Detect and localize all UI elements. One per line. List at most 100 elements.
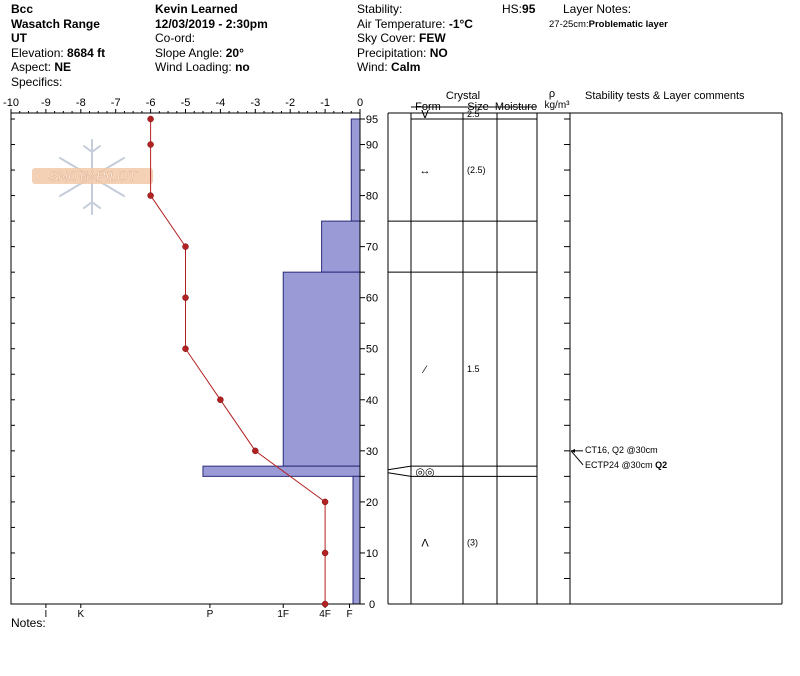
height-tick-label: 50 [366,344,378,356]
temp-tick-label: -3 [250,97,260,109]
wind-value: Calm [391,60,421,74]
temp-tick-label: -5 [181,97,191,109]
temp-tick-label: -1 [320,97,330,109]
height-tick-label: 60 [366,293,378,305]
crystal-form-symbol: Λ [421,538,429,550]
snowflake-icon: SNOW PILOT [32,139,153,215]
notes-label: Notes: [11,616,46,630]
air-temp-label: Air Temperature: [357,16,446,31]
density-symbol: ρ [549,88,555,100]
layer-notes-label: Layer Notes: [563,2,632,16]
crystal-form-symbol: ⁄ [421,364,428,376]
temperature-point [182,243,189,250]
layer-connector [387,465,412,471]
precip-value: NO [429,45,448,60]
hs-value: 95 [522,2,536,16]
aspect-value: NE [54,60,72,74]
hs-label: HS: [502,2,523,16]
height-tick-label: 20 [366,497,378,509]
hs-row: HS:95 [502,2,535,17]
hardness-profile [202,118,361,605]
layer-note-range: 27-25cm: [549,19,589,30]
hardness-bar [352,475,361,605]
coord-label: Co-ord: [155,31,196,45]
hardness-tick-label: 1F [277,609,289,620]
observer-name: Kevin Learned [155,2,238,16]
precip-label: Precipitation: [357,45,427,60]
height-tick-label: 80 [366,191,378,203]
height-tick-label: 30 [366,446,378,458]
test-text: ECTP24 @30cm [585,460,655,470]
temp-tick-label: -2 [285,97,295,109]
sky-label: Sky Cover: [357,31,416,45]
wind-row: Wind: Calm [357,60,473,75]
plot-border [10,112,361,605]
stability-test-result: CT16, Q2 @30cm [585,445,658,455]
layer-note-text: Problematic layer [588,19,668,30]
crystal-size: (3) [467,538,478,548]
height-tick-label: 10 [366,548,378,560]
temperature-point [252,447,259,455]
conditions-block: Stability: Air Temperature: -1°C Sky Cov… [357,2,473,75]
logo-text: SNOW PILOT [49,168,138,184]
slope-value: 20° [225,45,244,60]
location-name: Bcc [11,2,34,16]
elevation-value: 8684 ft [67,45,106,60]
temperature-point [182,294,189,301]
wind-loading-label: Wind Loading: [155,60,232,74]
range-name: Wasatch Range [11,16,100,31]
temp-tick-label: -9 [41,97,51,109]
test-pointer [570,450,584,466]
temperature-point [147,192,154,199]
hardness-tick-label: 4F [319,609,331,620]
sky-row: Sky Cover: FEW [357,31,473,46]
air-temp-value: -1°C [448,16,473,31]
temperature-point [147,115,154,123]
temp-tick-label: -7 [111,97,121,109]
height-tick-label: 90 [366,140,378,152]
crystal-header: Crystal [446,90,480,102]
temperature-axis: -10 -9 -8 -7 -6 -5 -4 -3 -2 -1 0 [3,97,363,113]
state-name: UT [11,31,27,45]
hardness-bar [202,465,361,477]
test-arrow-icon [571,448,575,453]
precip-row: Precipitation: NO [357,46,473,61]
temperature-point [321,498,329,506]
height-tick-label: 0 [369,599,375,611]
temp-tick-label: -8 [76,97,86,109]
hardness-tick-label: K [77,609,84,620]
stability-test-result: ECTP24 @30cm Q2 [585,460,667,470]
temp-tick-label: -10 [3,97,19,109]
elevation-row: Elevation: 8684 ft [11,46,105,61]
wind-loading-value: no [235,60,250,74]
layer-size: 2.5 [467,109,480,119]
density-unit: kg/m³ [545,100,571,111]
layer-connector [387,472,412,477]
stability-tests: CT16, Q2 @30cm ECTP24 @30cm Q2 [570,445,667,470]
specifics-label: Specifics: [11,74,63,89]
crystal-form-symbol: ↔ [420,165,431,177]
crystal-size: (2.5) [467,165,486,175]
sky-value: FEW [419,31,446,45]
air-temp-row: Air Temperature: -1°C [357,17,473,32]
hardness-bar [321,220,361,273]
layer-note-row: 27-25cm:Problematic layer [549,18,668,33]
wind-label: Wind: [357,60,388,74]
hardness-tick-label: I [45,609,48,620]
temp-tick-label: -6 [146,97,156,109]
height-tick-label: 70 [366,242,378,254]
hardness-tick-label: P [207,609,214,620]
hardness-bar [282,271,361,467]
temperature-point [321,600,329,608]
temperature-profile [147,115,329,608]
crystal-size: 1.5 [467,364,480,374]
temp-tick-label: -4 [216,97,226,109]
crystal-form-symbol: ◎◎ [415,466,434,478]
temperature-point [321,549,329,557]
plot-frame [10,112,361,605]
layer-form-symbol: ᐯ [421,109,429,121]
hardness-bar [350,118,361,222]
snowpilot-logo: SNOW PILOT [30,136,155,218]
